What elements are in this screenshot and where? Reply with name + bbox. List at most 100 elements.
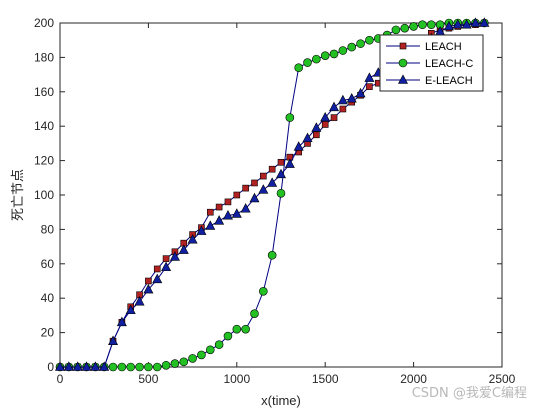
data-point (197, 350, 206, 360)
data-point (90, 361, 101, 371)
data-point (366, 83, 373, 90)
x-tick-label: 1500 (312, 372, 339, 386)
data-point (125, 304, 136, 315)
data-point (232, 324, 242, 334)
legend-label: LEACH-C (425, 58, 473, 70)
data-point (312, 54, 321, 64)
data-point (81, 361, 92, 371)
y-tick-label: 20 (41, 326, 55, 340)
series-leach-c (55, 18, 489, 372)
data-point (205, 220, 216, 230)
data-point (364, 72, 375, 82)
legend-marker (398, 58, 408, 68)
data-point (284, 158, 295, 168)
data-point (214, 215, 225, 225)
data-point (320, 51, 330, 60)
data-point (250, 309, 259, 318)
data-point (302, 132, 313, 143)
data-point (338, 46, 348, 55)
data-point (223, 331, 233, 341)
data-point (135, 362, 144, 372)
data-point (320, 111, 331, 122)
data-point (409, 22, 418, 31)
data-point (214, 340, 224, 349)
data-point (249, 192, 260, 203)
data-point (205, 345, 215, 355)
data-point (259, 287, 268, 296)
data-point (329, 49, 339, 59)
data-point (365, 35, 374, 45)
data-point (452, 19, 463, 29)
data-point (152, 362, 162, 372)
y-tick-label: 160 (34, 85, 54, 99)
x-tick-label: 2000 (400, 372, 427, 386)
y-tick-label: 180 (34, 50, 54, 64)
data-point (311, 122, 322, 132)
data-point (161, 360, 171, 370)
data-point (144, 362, 153, 372)
data-point (400, 23, 410, 33)
data-point (145, 277, 152, 285)
data-point (355, 87, 366, 98)
data-point (276, 168, 286, 179)
data-point (242, 184, 249, 192)
data-point (267, 250, 277, 260)
data-point (330, 114, 338, 121)
data-point (251, 179, 258, 187)
legend-label: E-LEACH (425, 75, 473, 87)
data-point (321, 121, 329, 128)
y-tick-label: 0 (47, 360, 54, 374)
data-point (187, 234, 198, 244)
data-point (231, 208, 242, 218)
data-point (479, 17, 490, 27)
data-point (285, 113, 295, 122)
data-point (347, 42, 357, 52)
legend-marker (399, 42, 407, 50)
data-point (206, 208, 214, 216)
watermark-text: CSDN @我爱C编程 (411, 386, 527, 401)
legend-marker (398, 74, 408, 84)
legend: LEACH LEACH-C E-LEACH (379, 34, 484, 92)
data-point (260, 172, 267, 180)
data-point (356, 39, 365, 48)
data-point (233, 191, 241, 199)
data-point (196, 225, 207, 235)
data-point (179, 357, 189, 367)
y-tick-label: 120 (34, 154, 54, 168)
data-point (134, 295, 145, 306)
data-point (224, 198, 232, 206)
data-point (303, 58, 312, 67)
data-point (126, 362, 136, 372)
data-point (108, 362, 118, 372)
data-point (169, 251, 180, 261)
data-point (258, 184, 269, 194)
y-tick-label: 60 (41, 257, 55, 271)
data-point (293, 141, 304, 151)
data-point (55, 361, 65, 371)
data-point (63, 361, 74, 371)
data-point (116, 316, 127, 327)
data-point (267, 177, 278, 187)
data-point (461, 19, 472, 29)
data-point (277, 159, 285, 166)
data-point (152, 273, 163, 284)
x-tick-label: 0 (57, 372, 64, 386)
y-tick-label: 200 (34, 16, 54, 30)
data-point (391, 25, 401, 35)
data-point (170, 359, 180, 368)
data-point (329, 101, 340, 112)
series-e-leach (55, 17, 490, 371)
data-point (470, 17, 481, 27)
y-tick-label: 40 (41, 291, 55, 305)
data-point (153, 265, 161, 273)
y-axis-label: 死亡节点 (11, 169, 26, 221)
data-point (426, 20, 436, 30)
data-point (188, 354, 197, 363)
data-point (108, 335, 119, 346)
x-axis-label: x(time) (261, 393, 301, 408)
data-point (346, 93, 357, 103)
data-point (276, 188, 286, 198)
data-point (143, 283, 154, 294)
y-tick-label: 140 (34, 119, 54, 133)
